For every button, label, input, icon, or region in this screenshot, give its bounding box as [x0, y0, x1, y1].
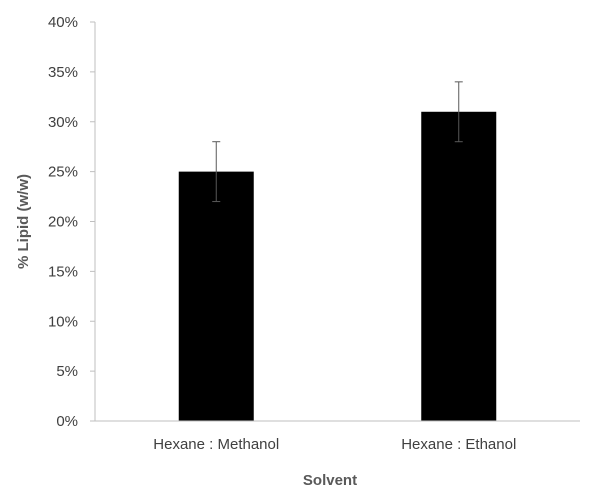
- y-tick-label: 20%: [48, 214, 78, 231]
- y-axis-title: % Lipid (w/w): [15, 174, 32, 269]
- x-axis-ticks: Hexane : Methanol Hexane : Ethanol: [153, 436, 516, 453]
- y-tick-label: 0%: [56, 413, 78, 430]
- bar: [179, 172, 254, 421]
- y-tick-label: 40%: [48, 14, 78, 31]
- x-tick-label: Hexane : Ethanol: [401, 436, 516, 453]
- x-axis-title: Solvent: [303, 472, 357, 489]
- y-tick-label: 10%: [48, 313, 78, 330]
- x-tick-label: Hexane : Methanol: [153, 436, 279, 453]
- y-axis-ticks: 0% 5% 10% 15% 20% 25% 30% 35% 40%: [48, 14, 95, 430]
- y-tick-label: 25%: [48, 164, 78, 181]
- y-tick-label: 5%: [56, 363, 78, 380]
- y-tick-label: 15%: [48, 263, 78, 280]
- bars-group: [179, 112, 497, 421]
- bar: [421, 112, 496, 421]
- y-tick-label: 35%: [48, 64, 78, 81]
- y-tick-label: 30%: [48, 114, 78, 131]
